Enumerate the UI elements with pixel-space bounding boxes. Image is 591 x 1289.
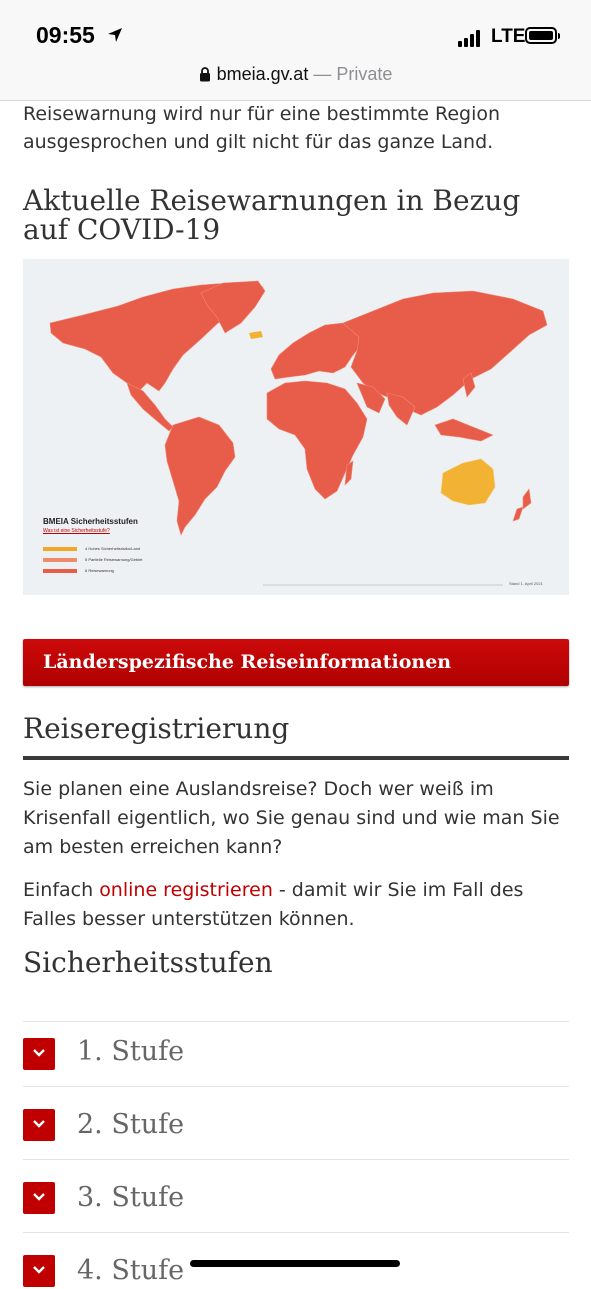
registration-cta-paragraph: Einfach online registrieren - damit wir … (23, 876, 569, 934)
private-mode-label: Private (336, 64, 393, 84)
chevron-down-icon (33, 1120, 45, 1128)
registration-heading: Reiseregistrierung (23, 712, 290, 745)
world-map-image (49, 280, 548, 586)
legend-label: 6 Reisewarnung (85, 568, 114, 573)
australia-region (440, 458, 496, 506)
country-info-button[interactable]: Länderspezifische Reiseinformationen (23, 639, 569, 686)
url-bar[interactable]: bmeia.gv.at — Private (0, 64, 591, 85)
accordion-item-level-2[interactable]: 2. Stufe (23, 1086, 569, 1159)
paragraph-text: - damit wir Sie im Fall des Falles besse… (23, 879, 524, 930)
accordion-label: 3. Stufe (77, 1182, 185, 1213)
url-host: bmeia.gv.at (216, 64, 309, 84)
chevron-down-icon (33, 1049, 45, 1057)
paragraph-text: Einfach (23, 879, 100, 901)
intro-text: Reisewarnung wird nur für eine bestimmte… (23, 103, 501, 153)
accordion-item-level-4[interactable]: 4. Stufe (23, 1232, 569, 1287)
accordion-label: 1. Stufe (77, 1036, 185, 1067)
battery-icon (525, 27, 560, 44)
lock-icon (199, 67, 210, 82)
security-levels-heading: Sicherheitsstufen (23, 946, 273, 979)
covid-heading: Aktuelle Reisewarnungen in Bezug auf COV… (23, 184, 521, 246)
legend-item: 5 Partielle Reisewarnung/Gebiet (43, 554, 142, 565)
location-arrow-icon (108, 28, 122, 42)
map-date-note: Stand 1. April 2021 (509, 581, 543, 586)
url-separator: — (308, 64, 337, 84)
heading-divider (23, 756, 569, 760)
expand-button[interactable] (23, 1109, 55, 1141)
chevron-down-icon (33, 1266, 45, 1274)
accordion-label: 2. Stufe (77, 1109, 185, 1140)
browser-top-bar: 09:55 LTE bmeia.gv.at — Private (0, 0, 591, 101)
accordion-item-level-3[interactable]: 3. Stufe (23, 1159, 569, 1232)
expand-button[interactable] (23, 1182, 55, 1214)
legend-item: 4 Hohes Sicherheitsrisiko/Land (43, 543, 142, 554)
legend-swatch (43, 546, 77, 551)
online-register-link[interactable]: online registrieren (99, 879, 273, 901)
cellular-signal-icon (458, 28, 482, 47)
legend-label: 4 Hohes Sicherheitsrisiko/Land (85, 546, 141, 551)
legend-title: BMEIA Sicherheitsstufen (43, 517, 138, 526)
accordion-label: 4. Stufe (77, 1255, 185, 1286)
legend-link[interactable]: Was ist eine Sicherheitsstufe? (43, 528, 110, 534)
registration-paragraph: Sie planen eine Auslandsreise? Doch wer … (23, 778, 560, 858)
legend-swatch (43, 557, 77, 562)
expand-button[interactable] (23, 1255, 55, 1287)
expand-button[interactable] (23, 1038, 55, 1070)
legend-item: 6 Reisewarnung (43, 565, 142, 576)
travel-warning-map[interactable]: BMEIA Sicherheitsstufen Was ist eine Sic… (23, 259, 569, 595)
legend-label: 5 Partielle Reisewarnung/Gebiet (85, 557, 143, 562)
accordion-item-level-1[interactable]: 1. Stufe (23, 1021, 569, 1094)
legend-swatch (43, 568, 77, 573)
home-indicator[interactable] (190, 1260, 400, 1267)
map-legend: BMEIA Sicherheitsstufen Was ist eine Sic… (43, 517, 142, 576)
network-type: LTE (491, 26, 526, 47)
status-time: 09:55 (36, 22, 95, 48)
chevron-down-icon (33, 1193, 45, 1201)
